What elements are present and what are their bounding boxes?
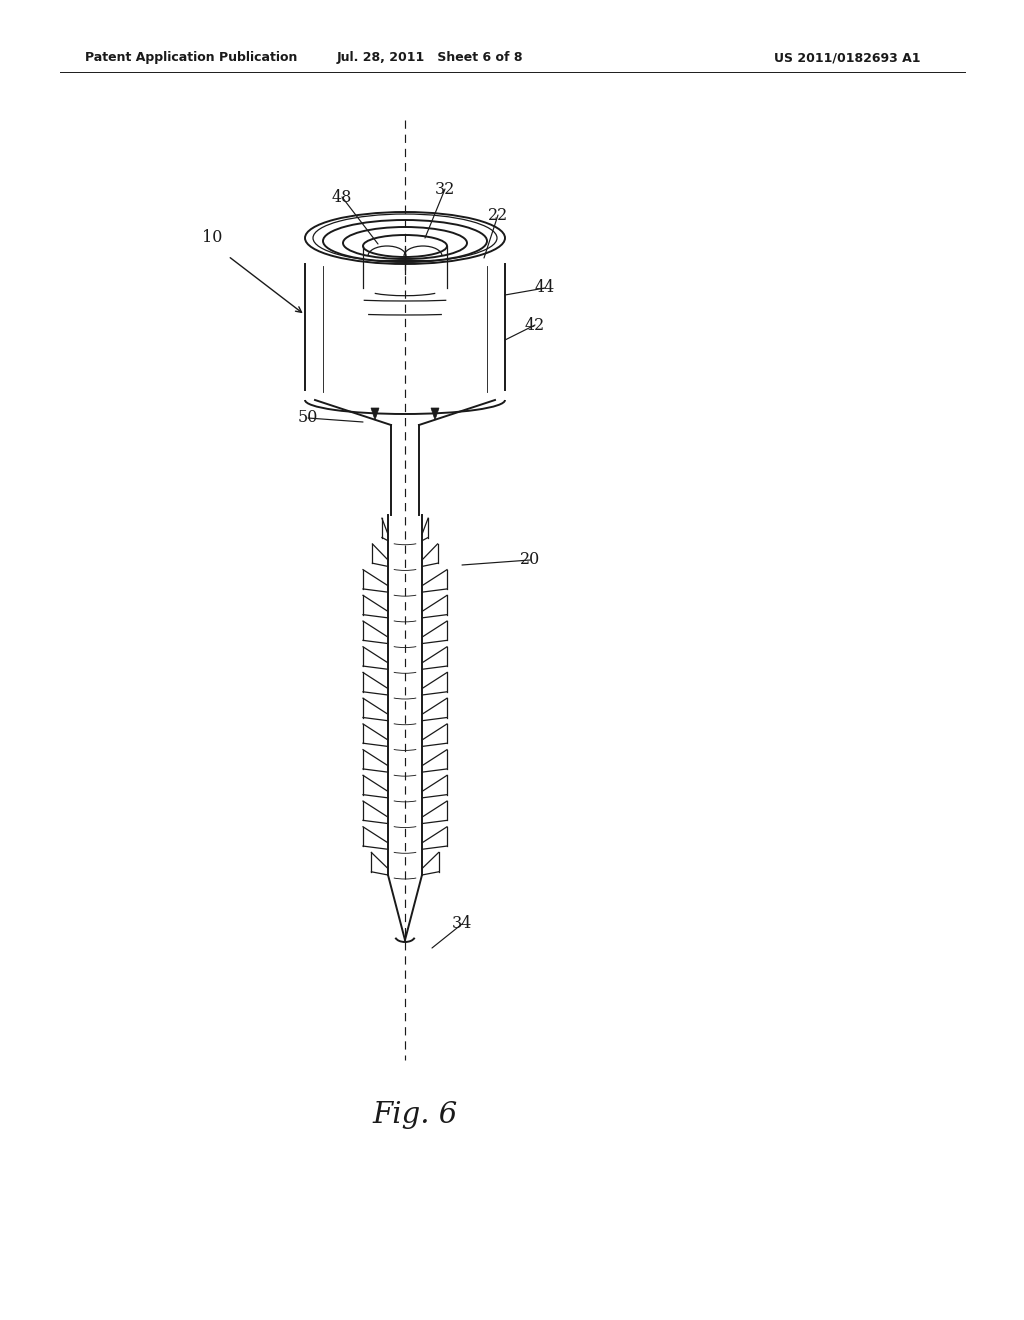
- Text: 50: 50: [298, 409, 318, 426]
- Text: 20: 20: [520, 552, 540, 569]
- Text: 42: 42: [525, 317, 545, 334]
- Text: 10: 10: [202, 228, 222, 246]
- Text: Fig. 6: Fig. 6: [373, 1101, 458, 1129]
- Text: US 2011/0182693 A1: US 2011/0182693 A1: [773, 51, 920, 65]
- Polygon shape: [431, 408, 439, 420]
- Text: 48: 48: [332, 189, 352, 206]
- Text: 34: 34: [452, 916, 472, 932]
- Text: 22: 22: [487, 206, 508, 223]
- Text: 44: 44: [535, 280, 555, 297]
- Text: Jul. 28, 2011   Sheet 6 of 8: Jul. 28, 2011 Sheet 6 of 8: [337, 51, 523, 65]
- Text: Patent Application Publication: Patent Application Publication: [85, 51, 297, 65]
- Text: 32: 32: [435, 181, 456, 198]
- Polygon shape: [371, 408, 379, 420]
